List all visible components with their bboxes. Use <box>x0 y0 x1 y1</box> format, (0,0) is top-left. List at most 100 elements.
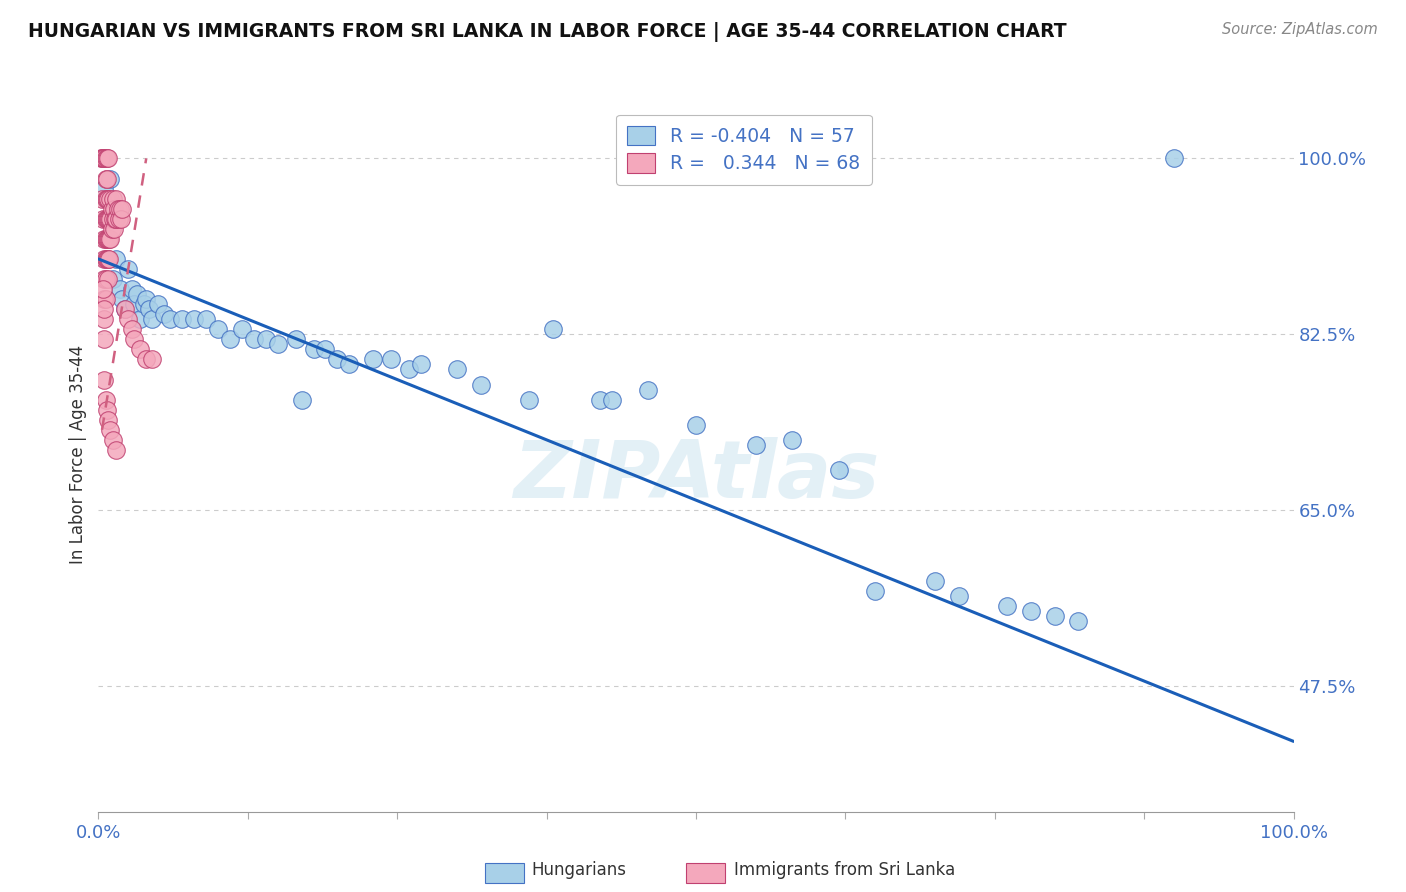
Point <box>94 252 117 266</box>
Point <box>135 292 157 306</box>
Point <box>339 358 360 372</box>
Point <box>105 211 128 226</box>
Point <box>94 171 117 186</box>
Point <box>94 292 117 306</box>
Point <box>96 192 118 206</box>
Point <box>194 312 218 326</box>
Point <box>183 312 205 326</box>
Point <box>745 438 768 452</box>
Point <box>107 211 129 226</box>
Point <box>121 282 143 296</box>
Point <box>111 202 134 216</box>
Point <box>93 232 115 246</box>
Text: Immigrants from Sri Lanka: Immigrants from Sri Lanka <box>734 861 955 879</box>
Point <box>98 211 122 226</box>
Point <box>948 589 970 603</box>
Point <box>98 211 121 226</box>
Point <box>98 252 121 266</box>
Point <box>153 307 176 321</box>
Point <box>411 358 433 372</box>
Point <box>135 352 157 367</box>
Point <box>100 221 122 235</box>
Point <box>101 192 124 206</box>
Point <box>863 583 887 598</box>
Point <box>98 232 122 246</box>
Point <box>470 377 492 392</box>
Point <box>148 297 170 311</box>
Point <box>97 413 120 427</box>
Point <box>589 392 612 407</box>
Point <box>96 152 118 166</box>
Point <box>94 152 117 166</box>
Point <box>315 343 337 357</box>
Point <box>541 322 564 336</box>
Point <box>398 362 420 376</box>
Point <box>105 192 128 206</box>
Point <box>114 302 136 317</box>
Point <box>302 343 325 357</box>
Point <box>446 362 468 376</box>
Point <box>284 332 307 346</box>
Point <box>91 152 114 166</box>
Point <box>103 202 125 216</box>
Point <box>91 282 114 296</box>
Point <box>97 152 120 166</box>
Point <box>132 297 155 311</box>
Point <box>90 152 112 166</box>
Point <box>94 232 117 246</box>
Point <box>94 272 117 286</box>
Point <box>103 221 125 235</box>
Point <box>96 402 118 417</box>
Point <box>97 232 120 246</box>
Point <box>231 322 253 336</box>
Point <box>96 252 118 266</box>
Point <box>93 272 115 286</box>
Point <box>111 292 134 306</box>
Point <box>97 192 120 206</box>
Text: HUNGARIAN VS IMMIGRANTS FROM SRI LANKA IN LABOR FORCE | AGE 35-44 CORRELATION CH: HUNGARIAN VS IMMIGRANTS FROM SRI LANKA I… <box>28 22 1067 42</box>
Point <box>159 312 181 326</box>
Point <box>129 343 152 357</box>
Point <box>995 599 1018 613</box>
Point <box>94 392 117 407</box>
Point <box>602 392 624 407</box>
Point <box>267 337 290 351</box>
Point <box>97 211 120 226</box>
Point <box>254 332 277 346</box>
Point <box>124 297 146 311</box>
Point <box>96 211 118 226</box>
Point <box>101 433 124 447</box>
Point <box>105 252 128 266</box>
Point <box>124 332 146 346</box>
Point <box>105 442 128 457</box>
Text: ZIPAtlas: ZIPAtlas <box>513 437 879 516</box>
Point <box>97 272 120 286</box>
Point <box>94 192 117 206</box>
Point <box>108 202 131 216</box>
Point <box>101 272 124 286</box>
Point <box>141 352 163 367</box>
Point <box>93 292 115 306</box>
Point <box>117 312 139 326</box>
Point <box>637 383 659 397</box>
Point <box>93 312 115 326</box>
Y-axis label: In Labor Force | Age 35-44: In Labor Force | Age 35-44 <box>69 345 87 565</box>
Point <box>380 352 402 367</box>
Point <box>91 152 114 166</box>
Point <box>110 211 132 226</box>
Point <box>125 287 148 301</box>
Point <box>219 332 242 346</box>
Point <box>685 417 707 432</box>
Point <box>828 463 851 477</box>
Point <box>1043 608 1066 623</box>
Point <box>100 202 122 216</box>
Point <box>94 211 117 226</box>
Point <box>91 211 114 226</box>
Point <box>924 574 946 588</box>
Point <box>98 423 122 437</box>
Point <box>780 433 803 447</box>
Point <box>138 302 160 317</box>
Point <box>101 211 124 226</box>
Point <box>91 192 114 206</box>
Point <box>93 252 115 266</box>
